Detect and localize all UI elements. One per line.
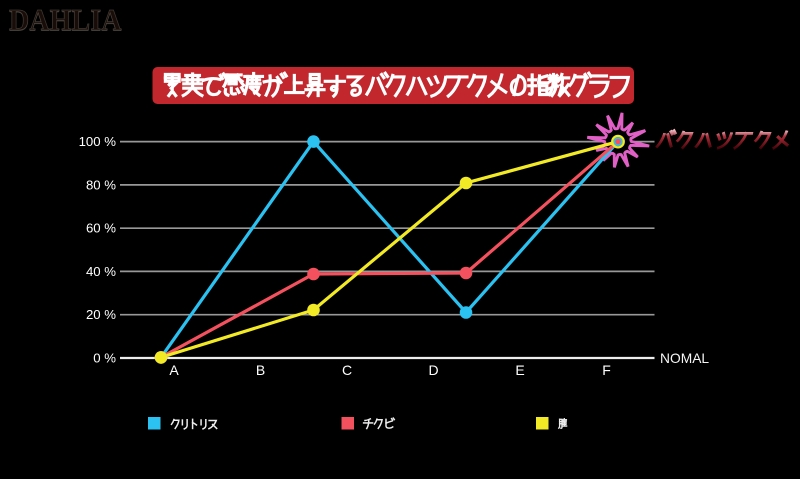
svg-text:F: F bbox=[602, 362, 611, 378]
svg-text:40 %: 40 % bbox=[86, 264, 116, 279]
svg-text:C: C bbox=[342, 362, 352, 378]
svg-text:E: E bbox=[515, 362, 524, 378]
svg-text:100 %: 100 % bbox=[79, 134, 117, 149]
svg-text:A: A bbox=[169, 362, 179, 378]
svg-text:0 %: 0 % bbox=[93, 350, 116, 365]
svg-text:D: D bbox=[428, 362, 438, 378]
svg-text:B: B bbox=[256, 362, 265, 378]
svg-text:20 %: 20 % bbox=[86, 307, 116, 322]
svg-text:60 %: 60 % bbox=[86, 221, 116, 236]
svg-text:NOMAL: NOMAL bbox=[660, 351, 709, 366]
svg-text:80 %: 80 % bbox=[86, 177, 116, 192]
